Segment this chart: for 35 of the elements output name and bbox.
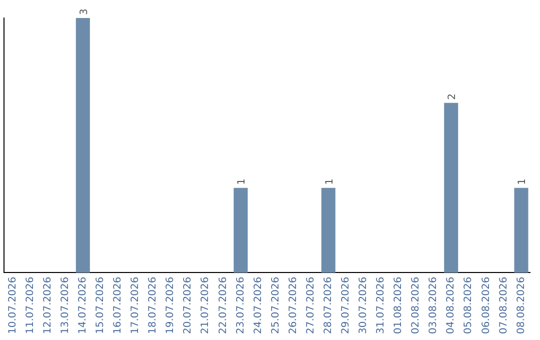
x-tick-label: 26.07.2026: [288, 276, 299, 334]
x-tick-label: 16.07.2026: [112, 276, 124, 334]
data-label: 1: [324, 178, 336, 185]
data-label: 1: [236, 178, 248, 185]
x-tick-label: 01.08.2026: [393, 276, 404, 334]
x-tick-label: 19.07.2026: [165, 276, 176, 334]
x-tick-label: 15.07.2026: [95, 276, 106, 334]
data-label: 1: [517, 178, 528, 185]
x-tick-label: 18.07.2026: [148, 276, 159, 334]
x-tick-label: 22.07.2026: [218, 276, 229, 334]
x-tick-label: 08.08.2026: [516, 276, 527, 334]
x-tick-label: 10.07.2026: [7, 276, 18, 334]
x-tick-label: 12.07.2026: [42, 276, 54, 334]
x-tick-label: 03.08.2026: [428, 276, 440, 334]
x-tick-label: 02.08.2026: [410, 276, 422, 334]
x-tick-label: 07.08.2026: [498, 276, 510, 334]
x-tick-label: 23.07.2026: [235, 276, 246, 334]
x-tick-label: 04.08.2026: [446, 276, 457, 334]
x-tick-label: 30.07.2026: [358, 276, 370, 334]
x-tick-label: 06.08.2026: [480, 276, 492, 334]
x-tick-label: 17.07.2026: [130, 276, 142, 334]
x-tick-label: 21.07.2026: [200, 276, 212, 334]
x-tick-label: 29.07.2026: [340, 276, 352, 334]
x-tick-label: 31.07.2026: [376, 276, 387, 334]
x-tick-label: 14.07.2026: [77, 276, 88, 334]
x-tick-label: 11.07.2026: [24, 276, 36, 334]
data-label: 3: [78, 8, 90, 15]
x-tick-label: 20.07.2026: [182, 276, 194, 334]
x-tick-label: 25.07.2026: [270, 276, 282, 334]
x-tick-label: 05.08.2026: [463, 276, 474, 334]
x-tick-label: 13.07.2026: [60, 276, 71, 334]
x-tick-label: 24.07.2026: [252, 276, 264, 334]
data-label: 2: [447, 94, 458, 100]
x-tick-label: 27.07.2026: [305, 276, 316, 334]
x-tick-label: 28.07.2026: [322, 276, 334, 334]
